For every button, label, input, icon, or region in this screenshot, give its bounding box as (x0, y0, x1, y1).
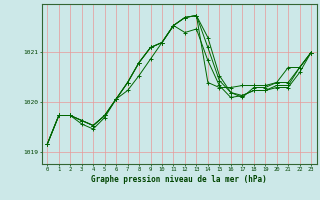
X-axis label: Graphe pression niveau de la mer (hPa): Graphe pression niveau de la mer (hPa) (91, 175, 267, 184)
